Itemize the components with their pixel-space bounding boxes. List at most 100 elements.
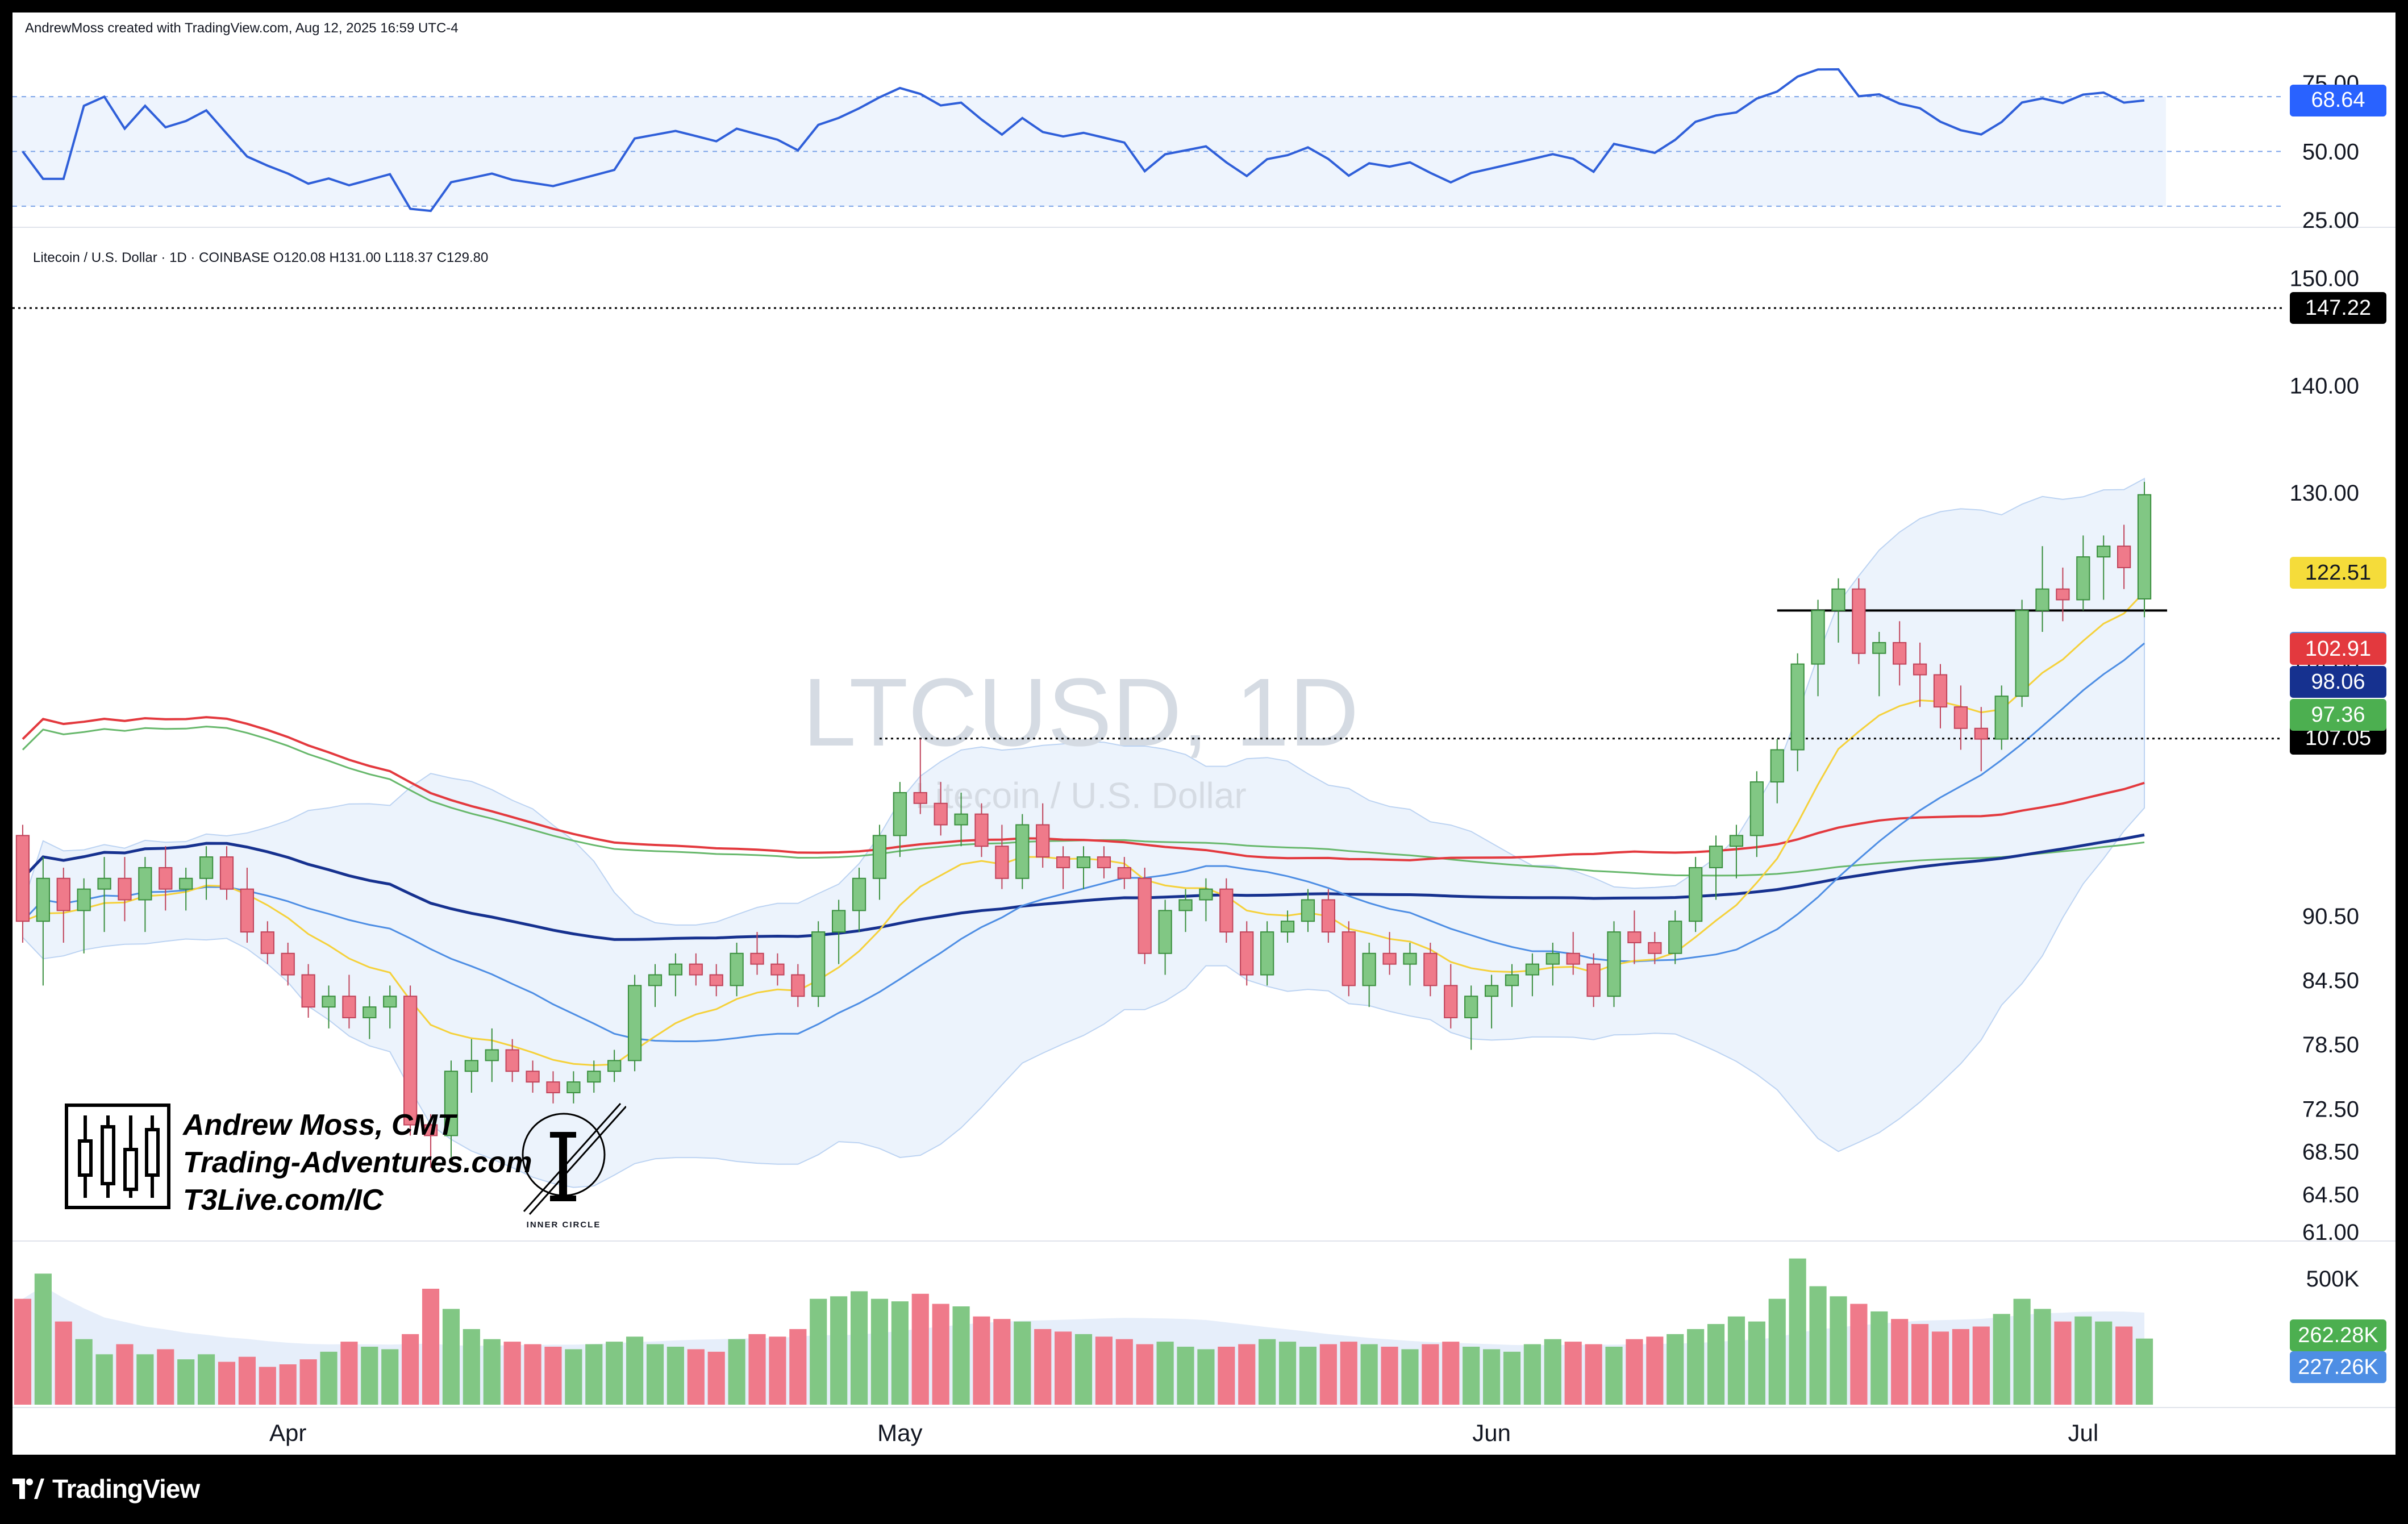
volume-bar <box>544 1346 562 1405</box>
volume-bar <box>1299 1346 1317 1405</box>
volume-bar <box>1483 1349 1501 1405</box>
candles-logo-icon <box>78 1115 160 1198</box>
candle-body <box>627 985 642 1061</box>
volume-bar <box>789 1329 807 1405</box>
volume-bar <box>891 1301 909 1405</box>
volume-bar <box>748 1334 766 1405</box>
volume-bar <box>2074 1316 2092 1405</box>
candle-body <box>954 813 968 826</box>
volume-bar <box>2034 1309 2051 1405</box>
candle-body <box>913 792 927 804</box>
volume-bar <box>1034 1329 1052 1405</box>
price-tag-ema10: 122.51 <box>2290 557 2386 589</box>
candle-body <box>423 1124 438 1136</box>
price-tick-label: 78.50 <box>2302 1032 2359 1057</box>
candle-body <box>1219 888 1234 933</box>
candle-body <box>730 952 744 986</box>
candle-body <box>505 1049 519 1072</box>
volume-bar <box>218 1361 236 1405</box>
candle-body <box>1240 931 1254 976</box>
price-tag-rsi: 68.64 <box>2290 84 2386 116</box>
candle-body <box>974 813 989 847</box>
candle-body <box>1790 663 1805 751</box>
candle-body <box>587 1071 601 1083</box>
candle-body <box>811 931 826 997</box>
price-tick-label: 140.00 <box>2290 373 2359 398</box>
watermark-name: Litecoin / U.S. Dollar <box>915 775 1246 816</box>
symbol-ohlc-line[interactable]: Litecoin / U.S. Dollar · 1D · COINBASE O… <box>33 250 489 265</box>
volume-bar <box>1748 1321 1765 1405</box>
volume-bar <box>1687 1329 1705 1405</box>
volume-bar <box>1972 1326 1990 1405</box>
candle-body <box>1953 706 1968 729</box>
chart-area[interactable]: LTCUSD, 1D Litecoin / U.S. Dollar 150.00 1… <box>13 13 2395 1455</box>
volume-bar <box>1646 1336 1664 1405</box>
candle-body <box>1893 642 1907 665</box>
sma50-line <box>22 716 2145 861</box>
volume-bar <box>606 1342 623 1405</box>
volume-bar <box>1278 1342 1297 1405</box>
inner-circle-logo: INNER CIRCLE <box>513 1098 627 1234</box>
branding-line: Andrew Moss, CMT <box>183 1109 456 1142</box>
price-pane: LTCUSD, 1D Litecoin / U.S. Dollar <box>13 307 2282 1188</box>
volume-bar <box>850 1291 868 1405</box>
volume-bar <box>1870 1311 1888 1405</box>
volume-bar <box>95 1354 113 1405</box>
tradingview-logo[interactable]: TradingView <box>13 1472 200 1506</box>
volume-tick-label: 500K <box>2306 1267 2360 1292</box>
volume-bar <box>1707 1324 1725 1405</box>
candle-body <box>1036 824 1050 858</box>
candle-body <box>464 1060 478 1072</box>
volume-bar <box>911 1293 929 1405</box>
candle-body <box>1117 867 1131 879</box>
candle-body <box>1138 877 1152 954</box>
candle-body <box>1729 835 1744 847</box>
candle-body <box>1403 952 1417 965</box>
volume-bar <box>1259 1339 1276 1405</box>
volume-bar <box>1095 1336 1113 1405</box>
volume-bar <box>279 1364 297 1405</box>
candle-body <box>1321 899 1335 933</box>
rsi-tick-label: 50.00 <box>2302 140 2359 165</box>
candle-body <box>1382 952 1397 965</box>
volume-bar <box>1156 1342 1174 1405</box>
volume-bar <box>646 1344 664 1405</box>
volume-bar <box>238 1356 256 1405</box>
volume-bar <box>1463 1346 1480 1405</box>
candle-body <box>1648 942 1662 954</box>
volume-bar <box>1523 1344 1541 1405</box>
volume-bar <box>442 1309 460 1405</box>
volume-bar <box>157 1349 174 1405</box>
volume-bar <box>299 1359 317 1405</box>
candle-body <box>444 1071 459 1136</box>
candle-body <box>1260 931 1274 976</box>
candle-body <box>1097 856 1111 868</box>
volume-bar <box>1585 1344 1602 1405</box>
candle-body <box>1056 856 1070 868</box>
volume-bar <box>1727 1316 1745 1405</box>
volume-bar <box>810 1298 827 1405</box>
volume-bar <box>2135 1338 2153 1405</box>
bollinger-bands <box>22 477 2145 1188</box>
candle-body <box>1831 588 1845 611</box>
volume-bar <box>116 1344 134 1405</box>
candle-body <box>199 856 214 879</box>
candle-body <box>1586 963 1601 997</box>
candle-body <box>1015 824 1030 879</box>
volume-bar <box>1809 1286 1827 1405</box>
volume-bar <box>75 1339 93 1405</box>
volume-bar <box>2013 1298 2031 1405</box>
volume-bar <box>1319 1344 1337 1405</box>
candle-body <box>1280 921 1295 933</box>
volume-bar <box>136 1354 154 1405</box>
candle-body <box>36 877 50 922</box>
volume-bar <box>1667 1334 1684 1405</box>
candle-body <box>791 974 805 997</box>
candle-body <box>526 1071 540 1083</box>
branding-line: T3Live.com/IC <box>183 1184 384 1217</box>
candle-body <box>872 835 887 879</box>
candle-body <box>260 931 274 954</box>
candle-body <box>1689 867 1703 922</box>
